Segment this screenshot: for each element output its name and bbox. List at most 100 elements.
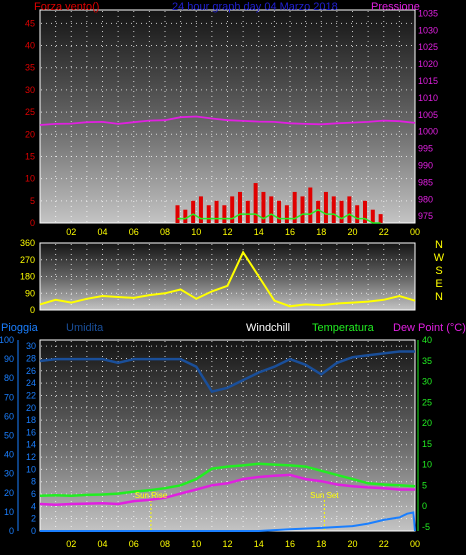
wind-bar [331, 196, 336, 223]
temperature-tick-label: 15 [422, 439, 432, 449]
temperature-tick-label: 5 [422, 480, 427, 490]
temp-x-tick-label: 06 [129, 539, 139, 549]
temp-x-tick-label: 12 [222, 539, 232, 549]
wind-bar [363, 200, 367, 223]
wind-bar [316, 200, 321, 223]
rain-tick-label: 20 [26, 403, 36, 413]
temperature-tick-label: 10 [422, 460, 432, 470]
humidity-line [39, 350, 415, 394]
wind-x-tick-label: 14 [254, 227, 264, 237]
direction-tick-label: 180 [20, 272, 35, 282]
sun-set-label: Sun Set [310, 491, 339, 500]
direction-tick-label: 90 [25, 288, 35, 298]
humidity-tick-label: 60 [4, 411, 14, 421]
wind-x-tick-label: 18 [316, 227, 326, 237]
temp-x-tick-label: 14 [254, 539, 264, 549]
rain-label: Pioggia [1, 322, 39, 334]
wind-tick-label: 35 [25, 63, 35, 73]
wind-bar [308, 187, 313, 223]
pressure-tick-label: 985 [418, 177, 433, 187]
wind-x-tick-label: 22 [379, 227, 389, 237]
temp-x-tick-label: 10 [191, 539, 201, 549]
rain-tick-label: 4 [31, 501, 36, 511]
wind-bar [378, 214, 383, 223]
rain-tick-label: 16 [26, 427, 36, 437]
temp-x-tick-label: 04 [97, 539, 107, 549]
grid-layer [41, 11, 414, 532]
humidity-tick-label: 10 [4, 507, 14, 517]
temperature-tick-label: 30 [422, 377, 432, 387]
wind-bar [183, 209, 188, 223]
wind-bar [175, 205, 180, 223]
wind-x-tick-label: 10 [191, 227, 201, 237]
temperature-tick-label: 35 [422, 356, 432, 366]
temp-x-tick-label: 22 [379, 539, 389, 549]
rain-tick-label: 0 [31, 526, 36, 536]
wind-bar [355, 205, 360, 223]
rain-tick-label: 14 [26, 440, 36, 450]
wind-tick-label: 45 [25, 18, 35, 28]
rain-tick-label: 12 [26, 452, 36, 462]
temperature-tick-label: 0 [422, 501, 427, 511]
wind-bar [198, 196, 203, 223]
rain-tick-label: 10 [26, 464, 36, 474]
wind-bar [300, 196, 305, 223]
rain-tick-label: 24 [26, 378, 36, 388]
wind-tick-label: 10 [25, 174, 35, 184]
dewpoint-label: Dew Point (°C) [393, 322, 466, 334]
pressure-tick-label: 1000 [418, 127, 438, 137]
wind-bar [261, 191, 266, 223]
wind-x-tick-label: 00 [410, 227, 420, 237]
wind-bar [269, 196, 274, 223]
wind-tick-label: 25 [25, 107, 35, 117]
wind-bar [230, 196, 235, 223]
temp-x-tick-label: 20 [347, 539, 357, 549]
rain-tick-label: 22 [26, 390, 36, 400]
wind-x-tick-label: 08 [160, 227, 170, 237]
wind-x-tick-label: 20 [347, 227, 357, 237]
wind-bar [277, 200, 282, 223]
sun-rise-label: Sun Rise [135, 491, 168, 500]
wind-bar [206, 205, 211, 223]
wind-x-tick-label: 06 [129, 227, 139, 237]
pressure-tick-label: 990 [418, 161, 433, 171]
temperature-tick-label: 25 [422, 397, 432, 407]
wind-bar [191, 200, 196, 223]
humidity-tick-label: 20 [4, 488, 14, 498]
pressure-tick-label: 1020 [418, 59, 438, 69]
pressure-tick-label: 980 [418, 194, 433, 204]
wind-bar [339, 200, 344, 223]
temperature-tick-label: 40 [422, 335, 432, 345]
pressure-tick-label: 995 [418, 144, 433, 154]
compass-letter: W [434, 252, 445, 264]
wind-tick-label: 0 [30, 218, 35, 228]
compass-letter: S [435, 265, 442, 277]
wind-bar [370, 209, 375, 223]
pressure-axis-title: Pressione [371, 1, 420, 13]
temp-x-tick-label: 02 [66, 539, 76, 549]
pressure-line [39, 115, 416, 126]
temperature-line [39, 462, 416, 497]
wind-bar [245, 200, 250, 223]
temperature-label: Temperatura [312, 322, 375, 334]
rain-tick-label: 18 [26, 415, 36, 425]
rain-tick-label: 28 [26, 353, 36, 363]
rain-tick-label: 2 [31, 514, 36, 524]
pressure-tick-label: 1015 [418, 76, 438, 86]
wind-axis-title: Forza vento() [34, 1, 99, 13]
wind-bar [238, 191, 242, 223]
windchill-label: Windchill [246, 322, 290, 334]
compass-letter: N [435, 291, 443, 303]
wind-tick-label: 30 [25, 85, 35, 95]
humidity-tick-label: 50 [4, 431, 14, 441]
wind-x-tick-label: 04 [97, 227, 107, 237]
rain-tick-label: 30 [26, 341, 36, 351]
temp-x-tick-label: 16 [285, 539, 295, 549]
pressure-tick-label: 1030 [418, 25, 438, 35]
humidity-tick-label: 80 [4, 373, 14, 383]
series-layer [39, 115, 416, 532]
humidity-tick-label: 0 [9, 526, 14, 536]
wind-bar [347, 196, 352, 223]
wind-x-tick-label: 16 [285, 227, 295, 237]
